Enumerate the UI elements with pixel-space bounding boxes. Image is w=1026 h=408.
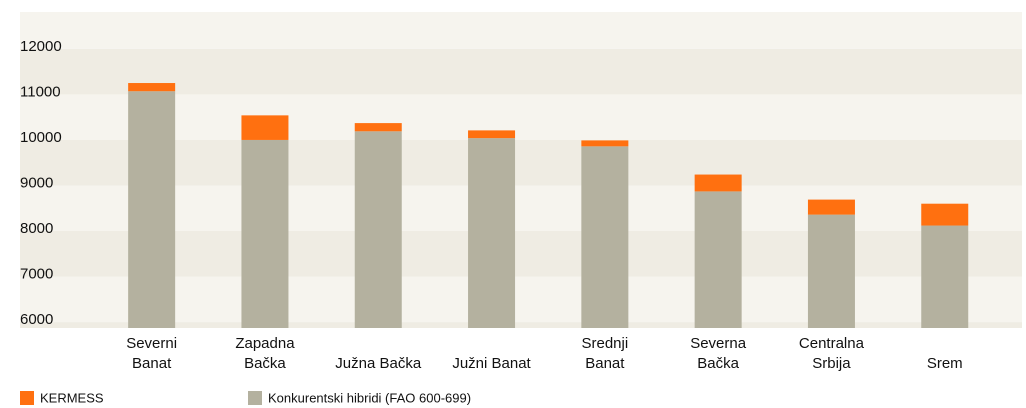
grid-band <box>20 231 1022 277</box>
legend-swatch <box>248 391 262 405</box>
legend-swatch <box>20 391 34 405</box>
grid-band <box>20 139 1022 186</box>
bar-segment <box>694 191 742 328</box>
legend-label: Konkurentski hibridi (FAO 600-699) <box>268 390 471 405</box>
grid-band <box>20 94 1022 140</box>
y-tick-label: 11000 <box>20 83 61 100</box>
x-tick-label: Severni Banat <box>126 335 178 372</box>
grid-band <box>20 185 1022 232</box>
x-tick-label: Severna Bačka <box>690 335 747 372</box>
bar-segment <box>468 138 516 328</box>
grid-band <box>20 276 1022 323</box>
bar-segment <box>921 225 969 328</box>
x-tick-label: Zapadna Bačka <box>235 335 295 372</box>
bar-segment <box>241 139 289 328</box>
y-tick-label: 9000 <box>20 174 53 191</box>
x-tick-label: Centralna Srbija <box>798 335 864 372</box>
x-tick-label: Južna Bačka <box>335 355 422 372</box>
legend-label: KERMESS <box>40 390 104 405</box>
y-tick-label: 12000 <box>20 38 62 55</box>
x-tick-label: Srem <box>926 355 963 372</box>
bar-segment <box>241 115 289 140</box>
y-tick-label: 6000 <box>20 311 53 328</box>
grid-band <box>20 322 1022 328</box>
bar-segment <box>581 146 629 328</box>
bar-segment <box>807 199 855 215</box>
bar-segment <box>807 214 855 328</box>
grid-band <box>20 48 1022 95</box>
y-tick-label: 10000 <box>20 129 62 146</box>
bar-segment <box>581 140 629 147</box>
y-tick-label: 8000 <box>20 220 53 237</box>
bar-segment <box>354 131 402 328</box>
x-tick-label: Srednji Banat <box>581 335 629 372</box>
bar-segment <box>128 91 176 329</box>
bar-segment <box>921 203 969 226</box>
y-tick-label: 7000 <box>20 266 53 283</box>
x-tick-label: Južni Banat <box>452 355 531 372</box>
bar-segment <box>468 130 516 139</box>
bar-segment <box>354 123 402 132</box>
bar-segment <box>128 83 176 92</box>
grid-band <box>20 12 1022 49</box>
bar-segment <box>694 174 742 192</box>
